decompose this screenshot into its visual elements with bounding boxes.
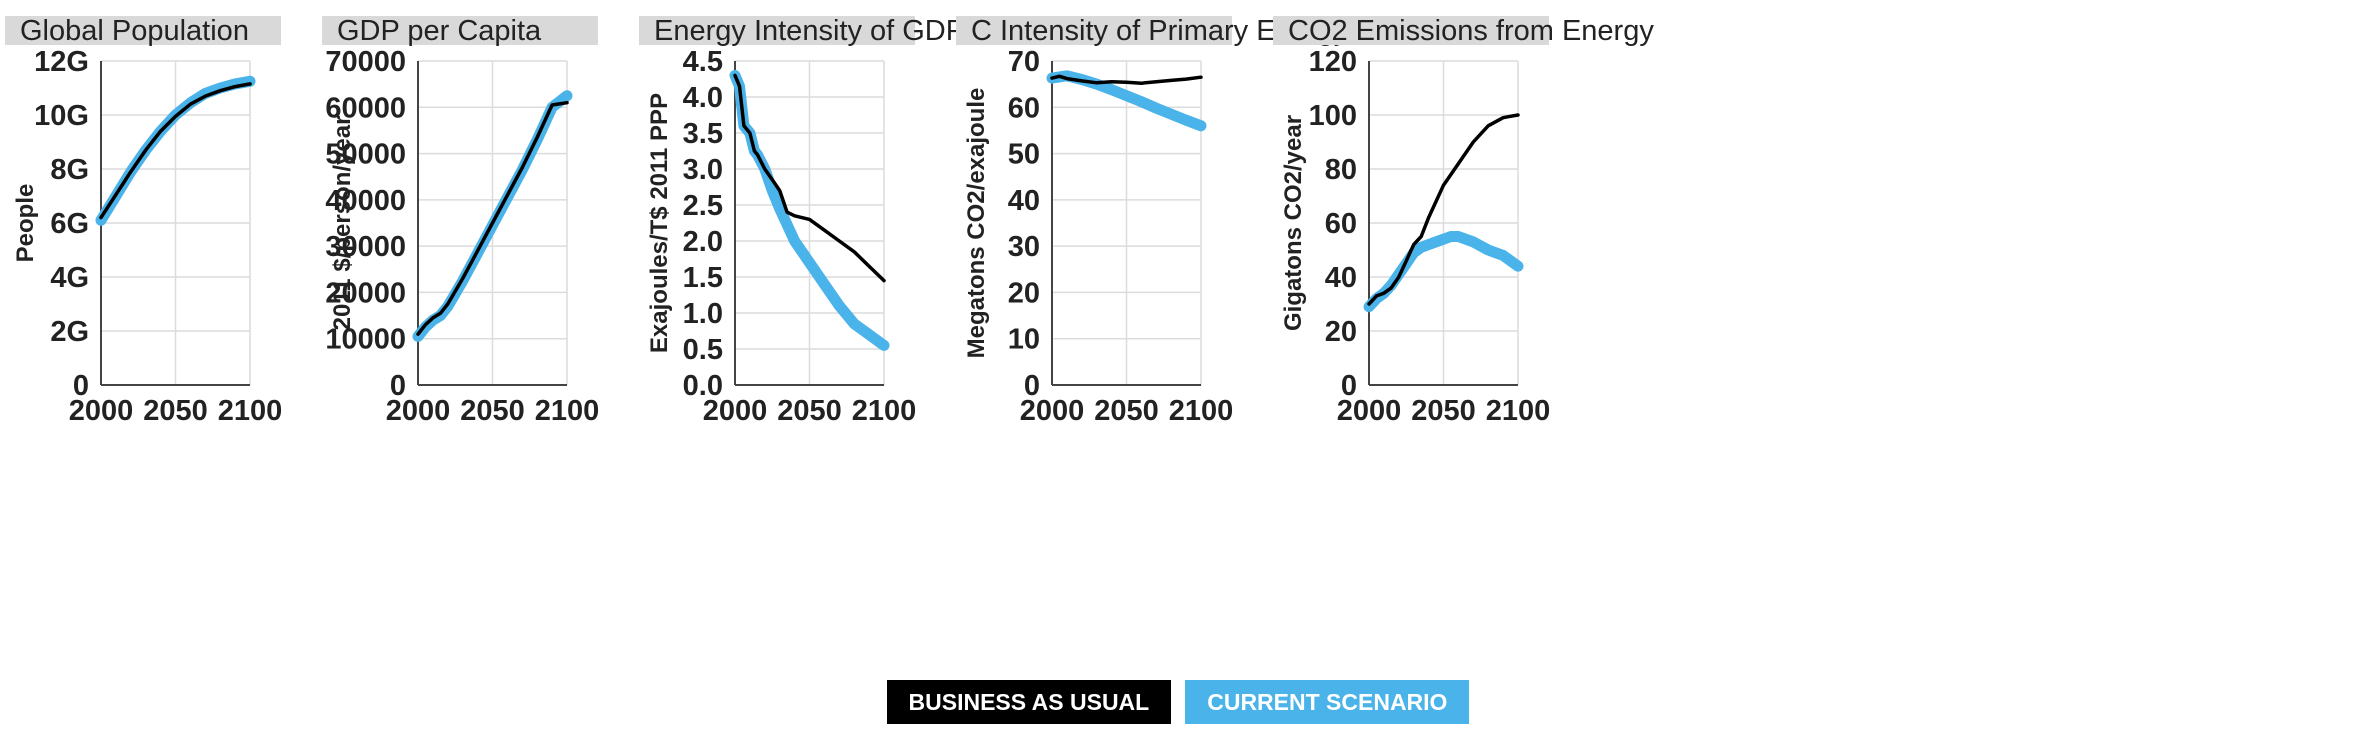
y-tick-label: 40 [1008,185,1040,217]
y-tick-label: 0.0 [683,370,723,402]
y-axis-label: People [12,184,39,263]
y-tick-label: 2G [50,316,89,348]
y-tick-label: 0 [390,370,406,402]
y-tick-label: 40 [1325,262,1357,294]
y-tick-label: 60 [1325,208,1357,240]
panel-title: Global Population [20,15,249,47]
y-tick-label: 0 [1024,370,1040,402]
panel-title-background [322,16,598,45]
chart-panel-energy-intensity-of-gdp: Energy Intensity of GDP 0.0 0.5 1.0 1.5 2.0 2.… [639,15,965,427]
series-line-business-as-usual [733,73,886,283]
y-tick-label: 100 [1309,100,1357,132]
y-tick-label: 70000 [325,46,406,78]
y-tick-label: 0.5 [683,334,723,366]
y-axis-label: Gigatons CO2/year [1280,115,1307,331]
series-line-business-as-usual [416,100,569,336]
chart-panel-c-intensity-of-primary-energy: C Intensity of Primary Energy01020304050… [956,15,1349,427]
series-line-business-as-usual [1050,74,1203,85]
y-tick-label: 12G [34,46,89,78]
series-line-current-scenario [1046,70,1207,132]
legend-current-scenario[interactable]: CURRENT SCENARIO [1185,680,1470,724]
panel-title-background [956,16,1232,45]
y-tick-label: 2.5 [683,190,723,222]
y-tick-label: 4.0 [683,82,723,114]
y-tick-label: 20 [1008,277,1040,309]
panel-title: CO2 Emissions from Energy [1288,15,1654,47]
y-tick-label: 10000 [325,324,406,356]
panel-title-background [639,16,915,45]
y-tick-label: 10 [1008,324,1040,356]
legend-business-as-usual[interactable]: BUSINESS AS USUAL [886,680,1172,724]
y-axis-label: Megatons CO2/exajoule [963,88,990,359]
x-tick-label: 2000 [386,395,451,427]
y-tick-label: 4.5 [683,46,723,78]
y-tick-label: 50 [1008,139,1040,171]
legend: BUSINESS AS USUAL CURRENT SCENARIO [0,680,2356,724]
panel-title-background [5,16,281,45]
chart-panel-global-population: Global Population 0 2G 4G 6G 8G 10G 12G 2000 2050… [5,15,282,427]
y-tick-label: 0 [1341,370,1357,402]
x-tick-label: 2050 [460,395,525,427]
x-tick-label: 2100 [535,395,600,427]
y-tick-label: 30 [1008,231,1040,263]
panel-title: GDP per Capita [337,15,542,47]
y-tick-label: 4G [50,262,89,294]
chart-panel-co2-emissions-from-energy: CO2 Emissions from Energy 0 20 40 60 80 100 120… [1273,15,1654,427]
series-line-business-as-usual [99,82,252,220]
x-tick-label: 2050 [1411,395,1476,427]
y-tick-label: 0 [73,370,89,402]
y-tick-label: 1.0 [683,298,723,330]
y-tick-label: 3.5 [683,118,723,150]
y-tick-label: 20 [1325,316,1357,348]
y-tick-label: 70 [1008,46,1040,78]
y-tick-label: 40000 [325,185,406,217]
x-tick-label: 2000 [69,395,134,427]
y-tick-label: 10G [34,100,89,132]
x-tick-label: 2000 [1020,395,1085,427]
y-tick-label: 1.5 [683,262,723,294]
x-tick-label: 2100 [852,395,917,427]
y-tick-label: 80 [1325,154,1357,186]
series-line-business-as-usual [1367,113,1520,306]
y-tick-label: 30000 [325,231,406,263]
y-axis-label: Exajoules/T$ 2011 PPP [646,93,673,353]
y-tick-label: 60000 [325,92,406,124]
panel-title: Energy Intensity of GDP [654,15,965,47]
x-tick-label: 2100 [218,395,283,427]
x-tick-label: 2100 [1486,395,1551,427]
panel-title-background [1273,16,1549,45]
x-tick-label: 2000 [703,395,768,427]
y-tick-label: 60 [1008,92,1040,124]
y-tick-label: 50000 [325,139,406,171]
x-tick-label: 2100 [1169,395,1234,427]
y-tick-label: 8G [50,154,89,186]
chart-panel-gdp-per-capita: GDP per Capita 0 10000 20000 30000 40000 50000… [322,15,599,427]
y-tick-label: 20000 [325,277,406,309]
x-tick-label: 2050 [143,395,208,427]
y-tick-label: 2.0 [683,226,723,258]
y-tick-label: 120 [1309,46,1357,78]
y-tick-label: 3.0 [683,154,723,186]
x-tick-label: 2050 [1094,395,1159,427]
y-tick-label: 6G [50,208,89,240]
y-axis-label: 2011 $/person/year [329,116,356,331]
x-tick-label: 2000 [1337,395,1402,427]
x-tick-label: 2050 [777,395,842,427]
